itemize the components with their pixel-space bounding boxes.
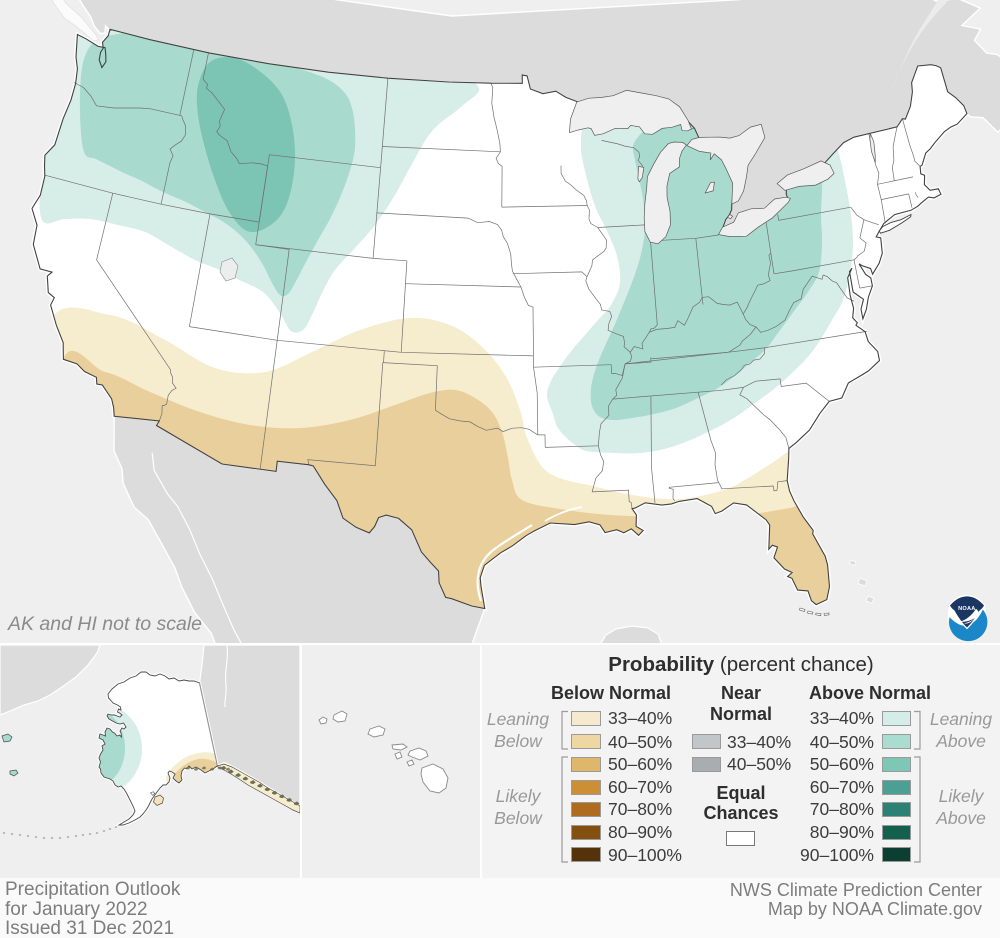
svg-text:NOAA: NOAA bbox=[958, 606, 975, 612]
svg-text:AK and HI not to scale: AK and HI not to scale bbox=[7, 613, 202, 635]
